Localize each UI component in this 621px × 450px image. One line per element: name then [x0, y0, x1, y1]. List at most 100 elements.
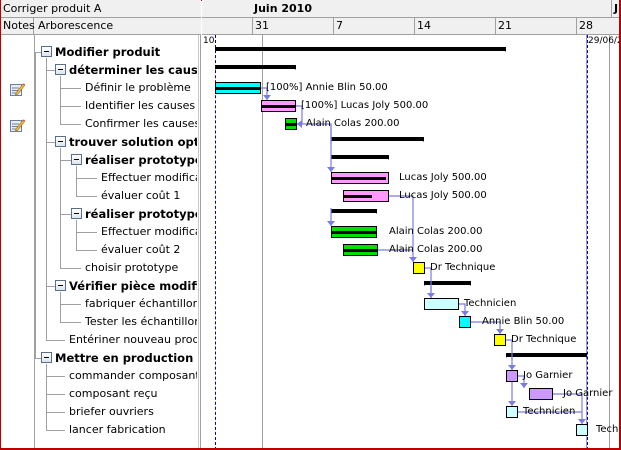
task-bar[interactable]: [494, 334, 506, 346]
task-bar-label: Alain Colas 200.00: [306, 118, 399, 130]
task-bar[interactable]: [331, 172, 389, 184]
tree-connector: [76, 250, 97, 251]
task-row-label[interactable]: trouver solution optima: [69, 133, 197, 151]
column-header-notes[interactable]: Notes: [1, 18, 34, 34]
tree-connector: [60, 292, 61, 322]
task-bar-label: Technicien: [523, 406, 575, 418]
tree-connector: [60, 160, 71, 161]
task-bar[interactable]: [529, 388, 553, 400]
task-bar[interactable]: [424, 298, 459, 310]
column-header-row: Notes Arborescence: [1, 18, 201, 35]
task-row-label[interactable]: Entériner nouveau produit: [69, 331, 197, 349]
tree-connector: [46, 340, 65, 341]
task-bar-label: Alain Colas 200.00: [389, 226, 482, 238]
task-row-label[interactable]: Effectuer modificatio: [101, 223, 197, 241]
task-row-label[interactable]: composant reçu: [69, 385, 197, 403]
tree-connector: [60, 88, 81, 89]
tree-connector: [46, 430, 65, 431]
collapse-toggle-icon[interactable]: [55, 136, 66, 147]
task-row-label[interactable]: Mettre en production: [55, 349, 197, 367]
tree-connector: [76, 166, 77, 196]
task-bar-label: Annie Blin 50.00: [482, 316, 564, 328]
collapse-toggle-icon[interactable]: [41, 352, 52, 363]
task-tree-panel: Corriger produit A Notes Arborescence Mo…: [1, 0, 201, 448]
task-row-label[interactable]: réaliser prototype 2: [85, 205, 197, 223]
note-edit-icon[interactable]: [9, 81, 25, 97]
tree-connector: [46, 394, 65, 395]
tree-connector: [60, 268, 81, 269]
task-bar-label: Alain Colas 200.00: [389, 244, 482, 256]
task-row-label[interactable]: Tester les échantillons: [85, 313, 197, 331]
progress-indicator: [286, 123, 296, 126]
tree-connector: [46, 364, 47, 430]
task-bar[interactable]: [506, 370, 518, 382]
tree-connector: [60, 148, 61, 268]
task-bar[interactable]: [576, 424, 588, 436]
tree-connector: [60, 124, 81, 125]
task-bar[interactable]: [506, 406, 518, 418]
task-row-label[interactable]: choisir prototype: [85, 259, 197, 277]
task-bar[interactable]: [343, 190, 389, 202]
task-bar[interactable]: [331, 226, 377, 238]
task-bar[interactable]: [343, 244, 378, 256]
task-bar-label: Dr Technique: [430, 262, 495, 274]
task-row-label[interactable]: lancer fabrication: [69, 421, 197, 439]
note-edit-icon[interactable]: [9, 117, 25, 133]
task-row-label[interactable]: Définir le problème: [85, 79, 197, 97]
progress-indicator: [332, 177, 386, 180]
tree-connector: [46, 376, 65, 377]
task-bar[interactable]: [413, 262, 425, 274]
task-bar-label: Jo Garnier: [563, 388, 612, 400]
collapse-toggle-icon[interactable]: [55, 64, 66, 75]
tree-connector: [60, 304, 81, 305]
task-bar-label: Lucas Joly 500.00: [399, 172, 487, 184]
task-row-label[interactable]: commander composants: [69, 367, 197, 385]
task-bar-label: Techi: [596, 424, 619, 436]
collapse-toggle-icon[interactable]: [55, 280, 66, 291]
panel-edge: [198, 35, 199, 448]
task-row-label[interactable]: Effectuer modificatio: [101, 169, 197, 187]
progress-indicator: [344, 195, 372, 198]
tree-connector: [46, 142, 55, 143]
task-row-label[interactable]: briefer ouvriers: [69, 403, 197, 421]
task-bar-label: Lucas Joly 500.00: [399, 190, 487, 202]
task-bar-label: [100%] Annie Blin 50.00: [266, 82, 388, 94]
task-bar-label: Jo Garnier: [523, 370, 572, 382]
collapse-toggle-icon[interactable]: [71, 154, 82, 165]
task-bar[interactable]: [459, 316, 471, 328]
gantt-chart: Juin 2010J 317142128 1029/06/2 [100%] An…: [202, 0, 619, 448]
task-row-label[interactable]: évaluer coût 1: [101, 187, 197, 205]
tree-connector: [46, 70, 55, 71]
tree-connector: [60, 76, 61, 124]
tree-connector: [76, 196, 97, 197]
column-header-tree[interactable]: Arborescence: [35, 18, 113, 34]
tree-connector: [76, 220, 77, 250]
progress-indicator: [344, 249, 377, 252]
tree-connector: [35, 52, 36, 358]
collapse-toggle-icon[interactable]: [71, 208, 82, 219]
task-row-label[interactable]: évaluer coût 2: [101, 241, 197, 259]
tree-connector: [46, 58, 47, 340]
progress-indicator: [262, 105, 295, 108]
task-row-label[interactable]: fabriquer échantillons: [85, 295, 197, 313]
tree-connector: [60, 322, 81, 323]
task-bar[interactable]: [215, 82, 261, 94]
task-bar[interactable]: [261, 100, 296, 112]
task-row-label[interactable]: Vérifier pièce modifiée: [69, 277, 197, 295]
tree-connector: [60, 106, 81, 107]
tree-connector: [46, 286, 55, 287]
tree-connector: [76, 232, 97, 233]
collapse-toggle-icon[interactable]: [41, 46, 52, 57]
progress-indicator: [216, 87, 260, 90]
task-row-label[interactable]: déterminer les causes: [69, 61, 197, 79]
task-row-label[interactable]: réaliser prototype 1: [85, 151, 197, 169]
project-title: Corriger produit A: [1, 0, 201, 18]
task-bar[interactable]: [285, 118, 297, 130]
task-bar-label: Technicien: [464, 298, 516, 310]
task-row-label[interactable]: Modifier produit: [55, 43, 197, 61]
tree-connector: [46, 412, 65, 413]
task-row-label[interactable]: Identifier les causes: [85, 97, 197, 115]
task-bar-label: Dr Technique: [511, 334, 576, 346]
task-row-label[interactable]: Confirmer les causes: [85, 115, 197, 133]
progress-indicator: [332, 231, 376, 234]
